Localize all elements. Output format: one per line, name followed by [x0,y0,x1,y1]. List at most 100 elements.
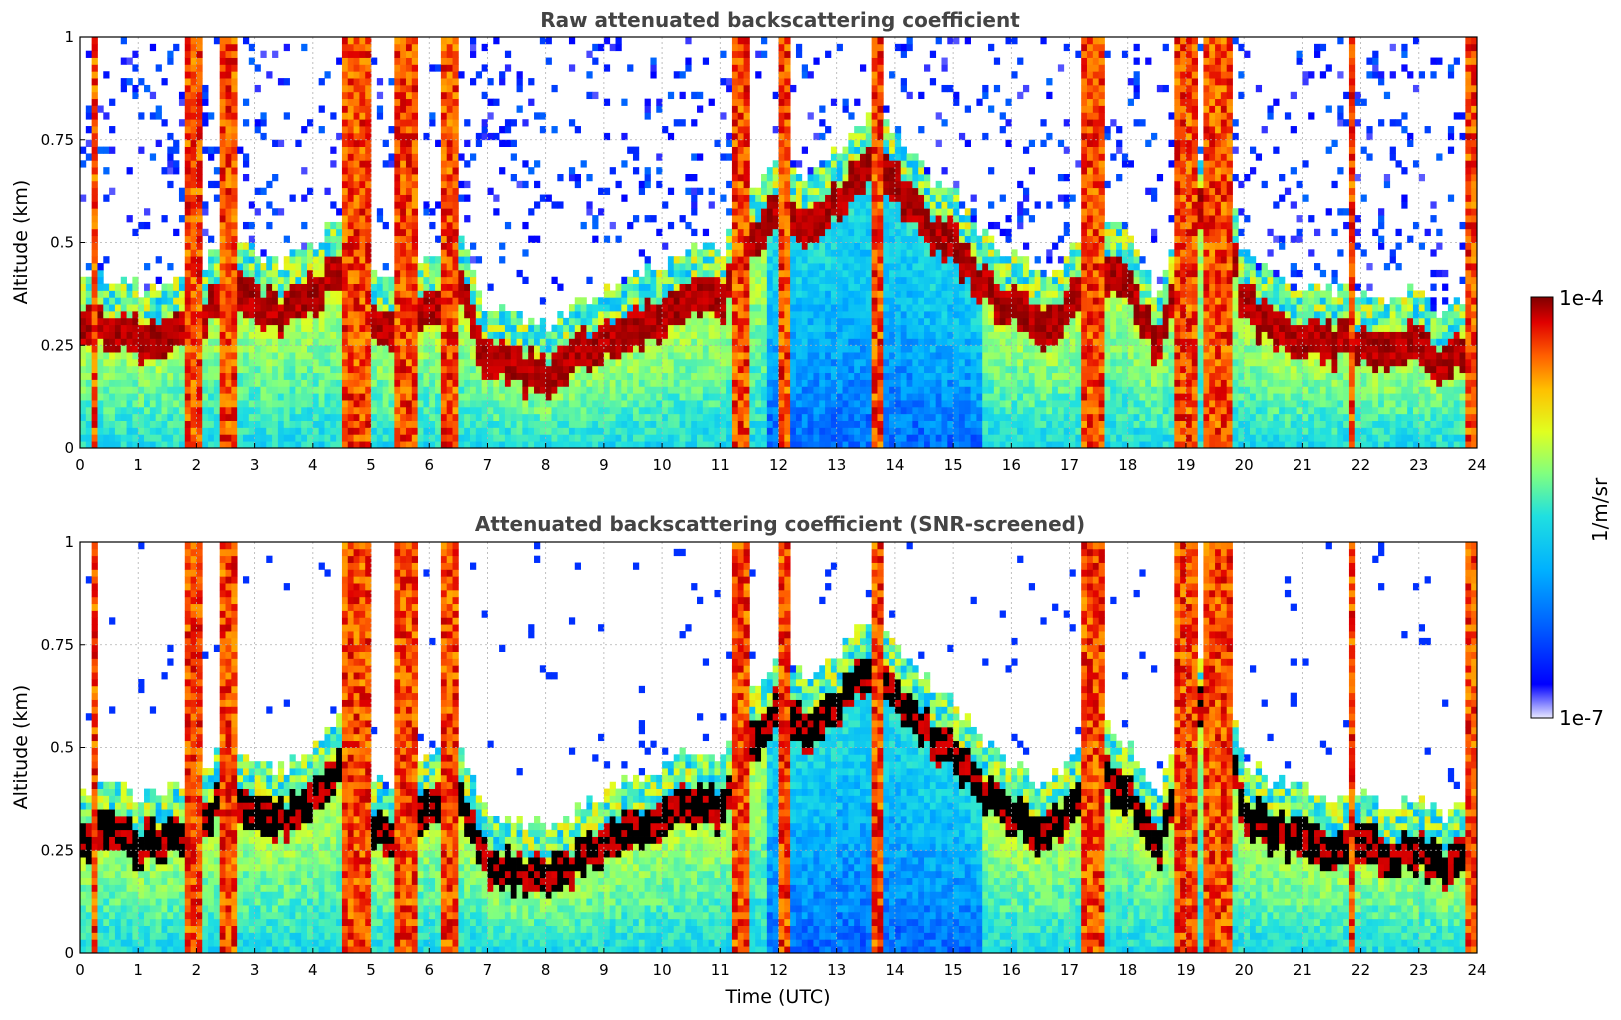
heatmap-cell [266,269,273,278]
heatmap-cell [347,78,354,86]
heatmap-cell [737,105,744,113]
heatmap-cell [662,269,669,278]
heatmap-cell [109,427,116,435]
heatmap-cell [621,311,628,319]
heatmap-cell [737,379,744,387]
heatmap-cell [219,174,226,182]
heatmap-cell [295,263,302,271]
heatmap-cell [312,256,320,264]
heatmap-cell [126,400,133,408]
heatmap-cell [481,434,488,442]
heatmap-cell [685,352,692,360]
heatmap-cell [586,201,593,209]
heatmap-cell [429,221,436,230]
heatmap-cell [132,358,139,367]
heatmap-cell [819,358,826,367]
heatmap-cell [85,297,93,305]
heatmap-cell [830,441,838,449]
heatmap-cell [225,249,232,257]
heatmap-cell [190,43,197,52]
heatmap-cell [394,317,401,326]
heatmap-cell [394,393,401,401]
heatmap-cell [632,358,640,367]
heatmap-cell [272,311,279,319]
heatmap-cell [359,372,366,380]
heatmap-cell [801,352,808,360]
heatmap-cell [184,304,191,312]
heatmap-cell [91,331,98,339]
heatmap-cell [656,324,663,332]
heatmap-cell [120,84,127,93]
heatmap-cell [196,91,203,100]
heatmap-cell [353,304,360,312]
heatmap-cell [772,174,779,182]
heatmap-cell [598,208,605,216]
heatmap-cell [120,345,127,353]
heatmap-cell [656,276,663,284]
heatmap-cell [254,400,261,408]
heatmap-cell [248,331,256,339]
heatmap-cell [615,441,622,449]
heatmap-cell [714,400,721,408]
heatmap-cell [761,215,768,223]
heatmap-cell [737,420,744,428]
heatmap-cell [440,174,448,182]
heatmap-cell [411,228,419,237]
heatmap-cell [161,317,168,326]
heatmap-cell [446,215,453,223]
heatmap-cell [691,297,698,305]
heatmap-cell [743,242,750,250]
heatmap-cell [854,208,861,216]
heatmap-cell [190,249,197,257]
heatmap-cell [749,379,756,387]
heatmap-cell [277,331,285,339]
heatmap-cell [470,276,477,284]
heatmap-cell [743,406,750,415]
heatmap-cell [423,434,430,442]
heatmap-cell [394,112,401,120]
heatmap-cell [394,297,401,305]
heatmap-cell [435,201,442,209]
heatmap-cell [510,420,517,428]
heatmap-cell [534,338,541,346]
heatmap-cell [830,400,838,408]
heatmap-cell [807,365,814,374]
heatmap-cell [388,317,395,326]
heatmap-cell [650,441,657,449]
heatmap-cell [609,358,616,367]
heatmap-cell [766,304,774,312]
heatmap-cell [359,386,366,394]
heatmap-cell [196,64,203,72]
heatmap-cell [324,263,331,271]
heatmap-cell [417,324,424,332]
heatmap-cell [795,427,803,435]
heatmap-cell [149,345,157,353]
heatmap-cell [761,50,768,58]
heatmap-cell [621,386,628,394]
heatmap-cell [85,379,93,387]
heatmap-cell [138,345,145,353]
heatmap-cell [184,221,191,230]
heatmap-cell [417,441,424,449]
heatmap-cell [702,420,710,428]
heatmap-cell [231,269,238,278]
heatmap-cell [464,119,471,127]
heatmap-cell [545,365,552,374]
heatmap-cell [394,345,401,353]
heatmap-cell [91,249,98,257]
heatmap-cell [190,98,197,106]
heatmap-cell [836,311,843,319]
heatmap-cell [673,297,680,305]
heatmap-cell [307,249,314,257]
heatmap-cell [691,187,698,195]
heatmap-cell [784,441,791,449]
heatmap-cell [749,276,756,284]
heatmap-cell [743,263,750,271]
heatmap-cell [790,174,797,182]
heatmap-cell [551,338,558,346]
heatmap-cell [778,180,785,189]
heatmap-cell [644,393,651,401]
heatmap-cell [598,434,605,442]
heatmap-cell [411,201,419,209]
heatmap-cell [435,304,442,312]
